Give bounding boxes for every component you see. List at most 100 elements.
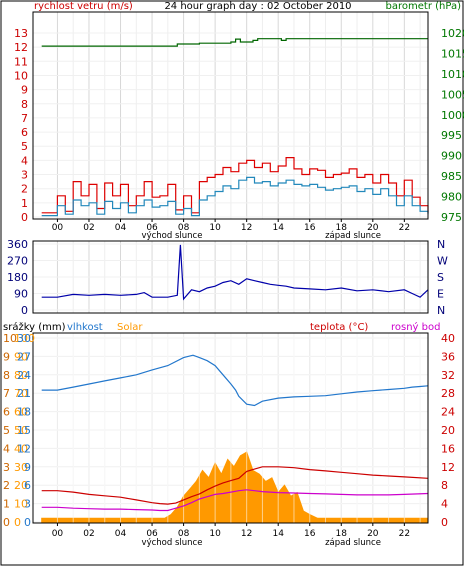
temperature-tick-label: 8 [441,479,448,492]
wind-speed-tick-label: 11 [14,55,28,68]
bottom-panel-x-tick-label: 22 [399,529,410,539]
direction-tick-label: 90 [14,288,28,301]
direction-panel-lines [41,244,429,301]
solar-label: Solar [117,322,143,333]
wind-line [41,176,429,217]
top-panel-x-tick-label: 02 [83,223,94,233]
wind-speed-tick-label: 12 [14,41,28,54]
bottom-panel-x-tick-label: 16 [304,529,316,539]
pressure-tick-label: 980 [441,191,462,204]
temperature-tick-label: 40 [441,332,455,345]
bottom-panel-x-tick-label: 06 [146,529,158,539]
humidity-label: vlhkost [67,322,103,333]
bottom-panel-x-tick-label: 10 [209,529,221,539]
solar-tick-label: 90 [14,350,28,363]
humidity-tick-label: 24 [17,369,31,382]
top-panel-x-tick-label: 16 [304,223,316,233]
solar-area-layer [41,333,429,523]
compass-tick-label: W [437,255,448,268]
rain-tick-label: 3 [3,461,10,474]
pressure-axis-label: barometr (hPa) [386,1,462,12]
bottom-panel-x-tick-label: 20 [367,529,379,539]
compass-tick-label: S [437,271,444,284]
solar-tick-label: 50 [14,424,28,437]
humidity-tick-label: 3 [24,498,31,511]
top-panel-x-tick-label: 22 [399,223,410,233]
wind-speed-tick-label: 2 [21,183,28,196]
top-panel-tick-labels: 0123456789101112139759809859909951000100… [14,27,464,233]
wind-speed-tick-label: 9 [21,84,28,97]
gust-line [41,157,429,214]
top-panel-x-tick-label: 08 [178,223,190,233]
direction-tick-label: 0 [21,304,28,317]
solar-tick-label: 20 [14,479,28,492]
bottom-panel-x-tick-label: 04 [115,529,127,539]
humidity-tick-label: 0 [24,516,31,529]
rain-tick-label: 5 [3,424,10,437]
direction-tick-label: 270 [7,255,28,268]
rain-tick-label: 1 [3,498,10,511]
pressure-tick-label: 985 [441,170,462,183]
temperature-tick-label: 32 [441,369,455,382]
humidity-tick-label: 6 [24,479,31,492]
bottom-panel-x-tick-label: 02 [83,529,94,539]
top-panel-lines [41,38,429,217]
wind-speed-tick-label: 5 [21,140,28,153]
wind-speed-tick-label: 8 [21,98,28,111]
temperature-tick-label: 0 [441,516,448,529]
wind-speed-tick-label: 3 [21,169,28,182]
bottom-panel-lines [41,354,429,512]
solar-tick-label: 60 [14,406,28,419]
rain-tick-label: 6 [3,406,10,419]
sunset-label-top: západ slunce [325,231,381,241]
top-panel-x-tick-label: 20 [367,223,379,233]
pressure-tick-label: 990 [441,150,462,163]
direction-tick-label: 180 [7,271,28,284]
rain-axis-label: srážky (mm) [3,321,66,333]
solar-tick-label: 70 [14,387,28,400]
humidity-tick-label: 18 [17,406,31,419]
sunrise-label-bottom: východ slunce [142,538,203,548]
temperature-tick-label: 16 [441,442,455,455]
solar-tick-label: 100 [14,332,35,345]
wind-speed-tick-label: 1 [21,197,28,210]
humidity-tick-label: 27 [17,350,31,363]
temperature-tick-label: 28 [441,387,455,400]
dewpoint-label: rosný bod [391,321,440,333]
sunset-label-bottom: západ slunce [325,538,381,548]
humidity-tick-label: 12 [17,442,31,455]
direction-panel-frame [32,240,429,314]
wind-speed-axis-label: rychlost vetru (m/s) [34,1,133,12]
solar-tick-label: 30 [14,461,28,474]
pressure-line [41,38,428,47]
solar-tick-label: 10 [14,498,28,511]
top-panel-x-tick-label: 04 [115,223,127,233]
pressure-tick-label: 995 [441,129,462,142]
top-panel-frame [32,11,429,220]
temperature-tick-label: 20 [441,424,455,437]
wind-speed-tick-label: 13 [14,27,28,40]
direction-panel-tick-labels: 0 N 90 E 180 S 270 W 360 N [7,238,448,317]
pressure-tick-label: 1015 [441,47,464,60]
bottom-panel-x-tick-label: 12 [241,529,252,539]
bottom-panel-x-tick-label: 08 [178,529,190,539]
humidity-tick-label: 9 [24,461,31,474]
humidity-tick-label: 15 [17,424,31,437]
rain-tick-label: 7 [3,387,10,400]
dewpoint-line [41,489,429,512]
wind-speed-tick-label: 10 [14,69,28,82]
rain-tick-label: 0 [3,516,10,529]
rain-tick-label: 2 [3,479,10,492]
bottom-panel-x-tick-label: 18 [336,529,348,539]
temperature-tick-label: 12 [441,461,455,474]
temperature-tick-label: 36 [441,350,455,363]
sunrise-label-top: východ slunce [142,231,203,241]
wind-speed-tick-label: 0 [21,211,28,224]
top-panel-x-tick-label: 06 [146,223,158,233]
solar-tick-label: 40 [14,442,28,455]
